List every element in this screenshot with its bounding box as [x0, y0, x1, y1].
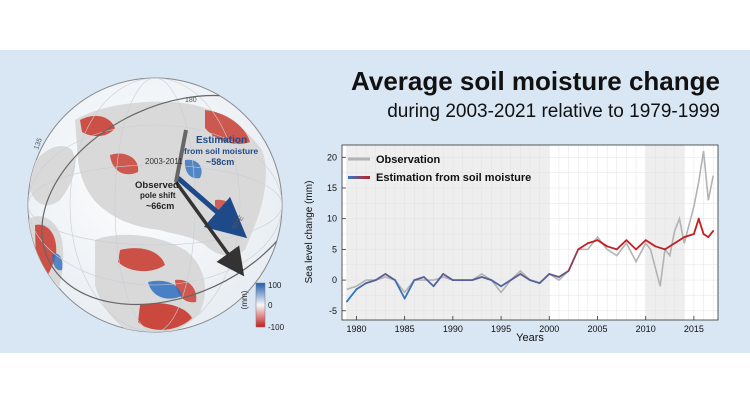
- series-segment-estimation: [355, 282, 368, 291]
- sea-level-chart: 1980 1985 1990 1995 2000 2005 2010 2015 -5 0 5 10 1…: [304, 144, 719, 344]
- series-segment-estimation: [509, 273, 522, 281]
- moisture-patch-red: [118, 248, 165, 272]
- x-tick-label: 2000: [539, 324, 559, 334]
- series-segment-estimation: [596, 239, 609, 248]
- y-axis-label: Sea level change (mm): [304, 181, 315, 284]
- series-segment-estimation: [374, 273, 387, 281]
- y-tick-label: 0: [332, 275, 337, 285]
- y-tick-label: -5: [329, 306, 337, 316]
- plot-frame: [341, 144, 719, 321]
- moisture-patch-red: [110, 153, 139, 175]
- series-segment-estimation: [697, 217, 705, 235]
- series-segment-estimation: [673, 236, 686, 245]
- series-segment-estimation: [615, 239, 628, 251]
- series-segment-estimation: [413, 276, 425, 281]
- series-segment-estimation: [702, 233, 710, 239]
- series-segment-estimation: [692, 217, 700, 235]
- series-segment-estimation: [394, 279, 406, 300]
- x-tick-label: 1980: [346, 324, 366, 334]
- series-segment-estimation: [567, 248, 580, 272]
- colorbar-unit: (mm): [240, 290, 249, 309]
- series-segment-estimation: [625, 239, 637, 251]
- observed-value: ~66cm: [146, 201, 174, 211]
- y-tick-label: 10: [327, 214, 337, 224]
- series-segment-estimation: [558, 269, 570, 278]
- pole-track-circle: [41, 94, 282, 306]
- observed-sub-label: pole shift: [140, 191, 176, 200]
- series-segment-estimation: [345, 288, 358, 303]
- series-segment-estimation: [500, 279, 512, 288]
- colorbar-tick: -100: [268, 323, 285, 332]
- y-tick-label: 15: [327, 183, 337, 193]
- x-tick-label: 1985: [395, 324, 415, 334]
- estimation-sub-label: from soil moisture: [184, 146, 258, 156]
- series-segment-estimation: [664, 242, 676, 251]
- series-segment-estimation: [432, 273, 445, 288]
- legend-label-observation: Observation: [376, 154, 440, 166]
- series-segment-estimation: [548, 273, 560, 278]
- colorbar-tick: 100: [268, 281, 282, 290]
- x-tick-label: 2015: [684, 324, 704, 334]
- series-line-observation: [346, 151, 714, 294]
- observed-label: Observed: [135, 180, 179, 191]
- y-tick-label: 5: [332, 244, 337, 254]
- x-tick-label: 1995: [491, 324, 511, 334]
- lon-label-180: 180: [185, 97, 197, 104]
- lon-label-135: 135: [33, 137, 44, 150]
- x-axis-label: Years: [516, 332, 544, 344]
- series-segment-estimation: [654, 245, 666, 251]
- continents: [28, 78, 282, 332]
- y-tick-label: 20: [327, 152, 337, 162]
- observed-arrow: [174, 180, 245, 277]
- globe-map: 180 135 90°E 2003-2011 Estimation from s…: [27, 77, 285, 333]
- series-segment-estimation: [471, 276, 483, 281]
- series-segment-estimation: [519, 273, 531, 281]
- series-segment-estimation: [442, 273, 454, 281]
- legend-swatch-estimation: [348, 176, 370, 179]
- x-tick-label: 2005: [587, 324, 607, 334]
- shaded-period: [346, 145, 550, 320]
- series-segment-estimation: [586, 239, 599, 245]
- series-segment-estimation: [480, 276, 493, 281]
- colorbar-tick: 0: [268, 301, 273, 310]
- series-segment-estimation: [423, 276, 435, 288]
- series-segment-estimation: [577, 242, 589, 251]
- figure-subtitle: during 2003-2021 relative to 1979-1999: [387, 101, 720, 122]
- pole-axis: [174, 129, 188, 183]
- estimation-value: ~58cm: [206, 157, 234, 167]
- colorbar: [255, 282, 266, 328]
- series-segment-estimation: [538, 273, 551, 285]
- series-segment-estimation: [384, 273, 396, 281]
- moisture-patch-red: [138, 303, 192, 330]
- figure-title: Average soil moisture change: [351, 66, 720, 96]
- series-segment-estimation: [683, 233, 695, 239]
- series-segment-estimation: [529, 279, 541, 285]
- estimation-arrow: [176, 176, 248, 239]
- legend-label-estimation: Estimation from soil moisture: [376, 172, 531, 184]
- series-segment-estimation: [365, 279, 377, 285]
- estimation-label: Estimation: [196, 135, 247, 146]
- series-segment-estimation: [635, 239, 647, 251]
- series-segment-estimation: [644, 239, 657, 248]
- series-segment-estimation: [606, 245, 618, 251]
- period-label: 2003-2011: [145, 157, 183, 166]
- moisture-patch-red: [175, 279, 197, 303]
- series-segment-estimation: [490, 279, 502, 288]
- x-tick-label: 1990: [443, 324, 463, 334]
- series-segment-estimation: [403, 279, 416, 300]
- landmass-greenland: [30, 146, 76, 206]
- x-tick-label: 2010: [636, 324, 656, 334]
- moisture-patch-red: [205, 110, 250, 145]
- series-segment-estimation: [707, 230, 715, 239]
